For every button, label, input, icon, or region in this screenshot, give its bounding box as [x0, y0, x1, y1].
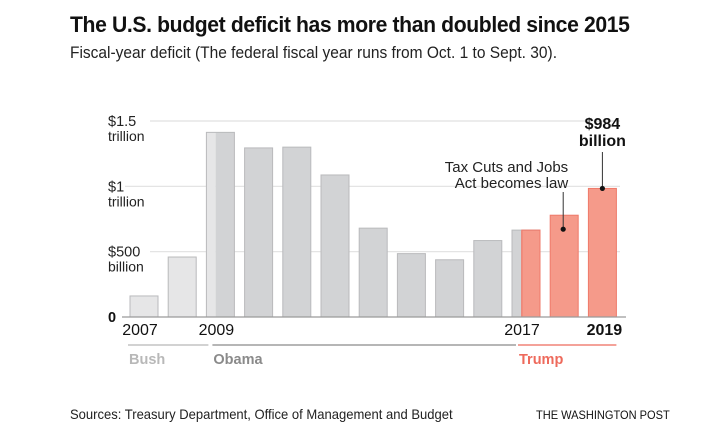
bar-segment [215, 132, 235, 317]
x-tick-label: 2017 [504, 322, 540, 339]
annotation-dot [599, 185, 606, 192]
bar [587, 187, 617, 318]
era-label-trump: Trump [519, 352, 563, 368]
bar [358, 227, 388, 318]
bar [167, 256, 197, 318]
y-tick-sublabel: billion [108, 259, 144, 275]
bar [282, 146, 312, 318]
bar [549, 214, 579, 318]
era-label-obama: Obama [213, 352, 263, 368]
annotation-dot [560, 226, 566, 232]
x-tick-label: 2019 [587, 322, 623, 339]
era-label-bush: Bush [129, 352, 165, 368]
y-tick-label: $1.5 [108, 114, 136, 130]
bar [244, 147, 274, 318]
x-tick-label: 2009 [199, 322, 235, 339]
annotation-value-label: $984 [585, 116, 621, 133]
bar [396, 253, 426, 318]
bar-segment [206, 132, 216, 317]
x-tick-label: 2007 [122, 322, 158, 339]
bar [435, 259, 465, 318]
publisher-credit: THE WASHINGTON POST [536, 408, 670, 422]
y-tick-label: 0 [108, 310, 116, 326]
chart-subtitle: Fiscal-year deficit (The federal fiscal … [70, 44, 558, 62]
y-tick-sublabel: trillion [108, 193, 145, 209]
annotation-value-label: billion [579, 133, 626, 150]
y-tick-sublabel: trillion [108, 128, 145, 144]
bars [129, 131, 617, 318]
chart-title: The U.S. budget deficit has more than do… [70, 12, 630, 37]
source-note: Sources: Treasury Department, Office of … [70, 406, 453, 422]
bar [320, 174, 350, 318]
bar [473, 240, 503, 318]
presidency-eras: Bush Obama Trump [128, 344, 617, 368]
bar-segment [512, 230, 522, 317]
annotation-text: Tax Cuts and Jobs [445, 159, 568, 176]
y-tick-label: $1 [108, 179, 124, 195]
bar-segment [521, 229, 541, 318]
annotation-text: Act becomes law [455, 175, 569, 192]
bar [129, 295, 159, 318]
y-tick-label: $500 [108, 245, 140, 261]
